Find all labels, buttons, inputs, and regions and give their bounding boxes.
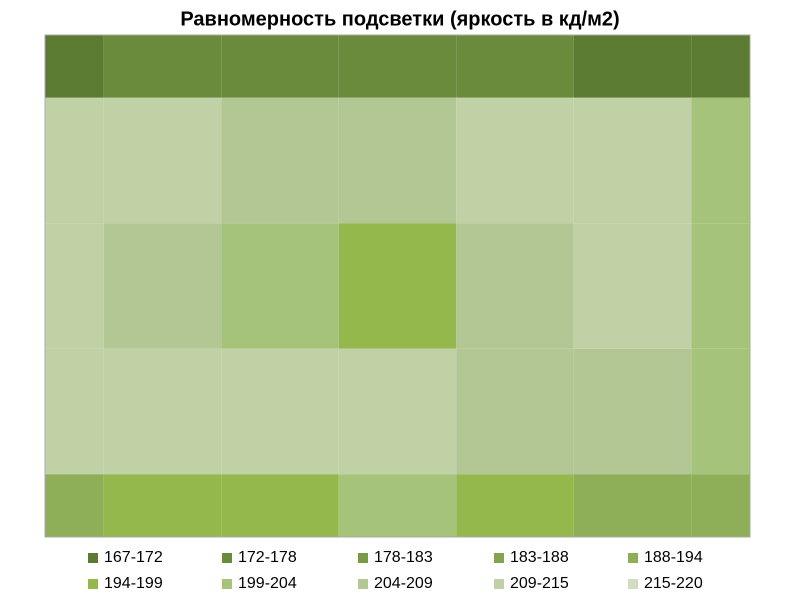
chart-title: Равномерность подсветки (яркость в кд/м2… <box>180 8 619 30</box>
surface-cell <box>456 97 574 224</box>
surface-cell <box>573 474 692 537</box>
legend-swatch <box>222 553 232 563</box>
surface-cell <box>103 348 222 475</box>
surface-cell <box>573 35 692 98</box>
surface-cell <box>221 97 339 224</box>
legend-swatch <box>358 579 368 589</box>
surface-cell <box>221 348 339 475</box>
legend-swatch <box>494 553 504 563</box>
surface-cell <box>103 474 222 537</box>
surface-cell <box>691 348 750 475</box>
surface-cell <box>45 223 104 349</box>
surface-cell <box>45 35 104 98</box>
legend-swatch <box>88 553 98 563</box>
surface-cell <box>221 35 339 98</box>
surface-cell <box>103 97 222 224</box>
surface-cell <box>456 35 574 98</box>
surface-cell <box>456 474 574 537</box>
legend-label: 194-199 <box>104 575 163 592</box>
legend-swatch <box>358 553 368 563</box>
legend: 167-172 172-178 178-183 183-188 188-194 194-1… <box>88 549 703 592</box>
plot-border <box>44 34 751 538</box>
surface-cell <box>573 348 692 475</box>
legend-label: 215-220 <box>644 575 703 592</box>
legend-label: 188-194 <box>644 549 703 566</box>
surface-cell <box>338 223 457 349</box>
legend-swatch <box>88 579 98 589</box>
plot-area <box>45 35 750 537</box>
legend-label: 167-172 <box>104 549 163 566</box>
legend-label: 183-188 <box>510 549 569 566</box>
legend-swatch <box>222 579 232 589</box>
surface-cell <box>691 474 750 537</box>
legend-label: 204-209 <box>374 575 433 592</box>
legend-swatch <box>628 553 638 563</box>
surface-cell <box>338 348 457 475</box>
surface-cell <box>338 474 457 537</box>
legend-swatch <box>494 579 504 589</box>
legend-label: 172-178 <box>238 549 297 566</box>
legend-label: 209-215 <box>510 575 569 592</box>
surface-cell <box>691 35 750 98</box>
legend-label: 178-183 <box>374 549 433 566</box>
surface-cell <box>338 35 457 98</box>
surface-cell <box>45 97 104 224</box>
surface-cell <box>456 223 574 349</box>
surface-cell <box>45 348 104 475</box>
surface-cell <box>573 223 692 349</box>
surface-cell <box>45 474 104 537</box>
surface-cell <box>103 223 222 349</box>
surface-cell <box>573 97 692 224</box>
legend-swatch <box>628 579 638 589</box>
surface-cell <box>221 223 339 349</box>
surface-cell <box>691 97 750 224</box>
surface-cell <box>221 474 339 537</box>
legend-label: 199-204 <box>238 575 297 592</box>
surface-cell <box>103 35 222 98</box>
surface-cell <box>338 97 457 224</box>
surface-cell <box>456 348 574 475</box>
surface-cell <box>691 223 750 349</box>
